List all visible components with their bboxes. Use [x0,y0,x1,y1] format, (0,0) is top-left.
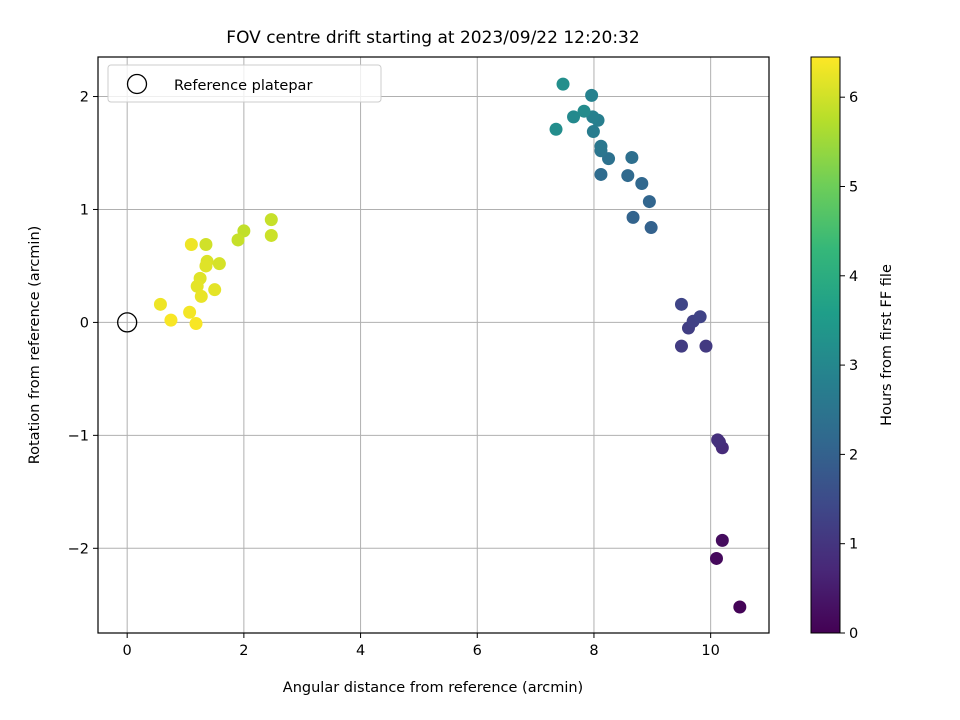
legend-marker [126,73,148,95]
data-point [556,77,570,91]
data-point [577,104,591,118]
data-point [674,339,688,353]
data-point [199,237,213,251]
data-point [184,237,198,251]
data-point [621,169,635,183]
colorbar-tick-label: 4 [849,269,858,285]
x-tick-label: 10 [701,643,719,659]
legend-box [107,64,382,103]
data-point [693,310,707,324]
colorbar-tick-label: 3 [849,358,858,374]
x-axis-label: Angular distance from reference (arcmin) [283,680,583,696]
x-tick-label: 4 [356,643,365,659]
data-point [194,289,208,303]
axis-ticks: 0 2 4 6 8 10 −2 −1 0 1 2 [68,90,720,659]
y-axis-label: Rotation from reference (arcmin) [27,226,43,465]
data-point [164,313,178,327]
data-point [733,600,747,614]
colorbar-tick-label: 1 [849,537,858,553]
colorbar-tick-label: 6 [849,90,858,106]
y-tick-label: −1 [68,428,89,444]
data-point [586,125,600,139]
y-tick-label: 1 [80,202,89,218]
data-point [567,110,581,124]
data-point [626,210,640,224]
data-point [199,259,213,273]
data-point [699,339,713,353]
x-tick-label: 0 [123,643,132,659]
x-tick-label: 2 [239,643,248,659]
data-point [189,317,203,331]
data-point [264,228,278,242]
colorbar: 0 1 2 3 4 5 6 Hours from first FF file [810,56,895,642]
x-tick-label: 6 [473,643,482,659]
colorbar-tick-label: 5 [849,179,858,195]
colorbar-ticks: 0 1 2 3 4 5 6 [840,90,858,642]
data-point [549,122,563,136]
data-point [153,297,167,311]
data-point [715,533,729,547]
legend-entry: Reference platepar [174,78,312,94]
plot-frame [97,56,770,634]
colorbar-tick-label: 0 [849,626,858,642]
data-point [642,195,656,209]
y-tick-label: 2 [80,90,89,106]
data-point [212,257,226,271]
reference-marker [117,312,138,333]
data-point [594,139,608,153]
legend: Reference platepar [107,64,382,103]
colorbar-label: Hours from first FF file [879,264,895,426]
data-point [585,88,599,102]
data-point [709,551,723,565]
colorbar-tick-label: 2 [849,447,858,463]
grid-lines [98,57,769,633]
chart-title: FOV centre drift starting at 2023/09/22 … [226,28,639,48]
data-point [183,305,197,319]
data-point [190,279,204,293]
data-point [594,167,608,181]
data-points [153,77,747,614]
data-point [625,151,639,165]
data-point [264,213,278,227]
data-point [208,283,222,297]
colorbar-frame [810,56,841,634]
x-tick-label: 8 [589,643,598,659]
data-point [635,176,649,190]
y-tick-label: 0 [80,315,89,331]
data-point [674,297,688,311]
colorbar-gradient [811,57,840,633]
data-point [644,221,658,235]
data-point [231,233,245,247]
reference-point [117,312,138,333]
y-tick-label: −2 [68,541,89,557]
data-point [711,433,725,447]
